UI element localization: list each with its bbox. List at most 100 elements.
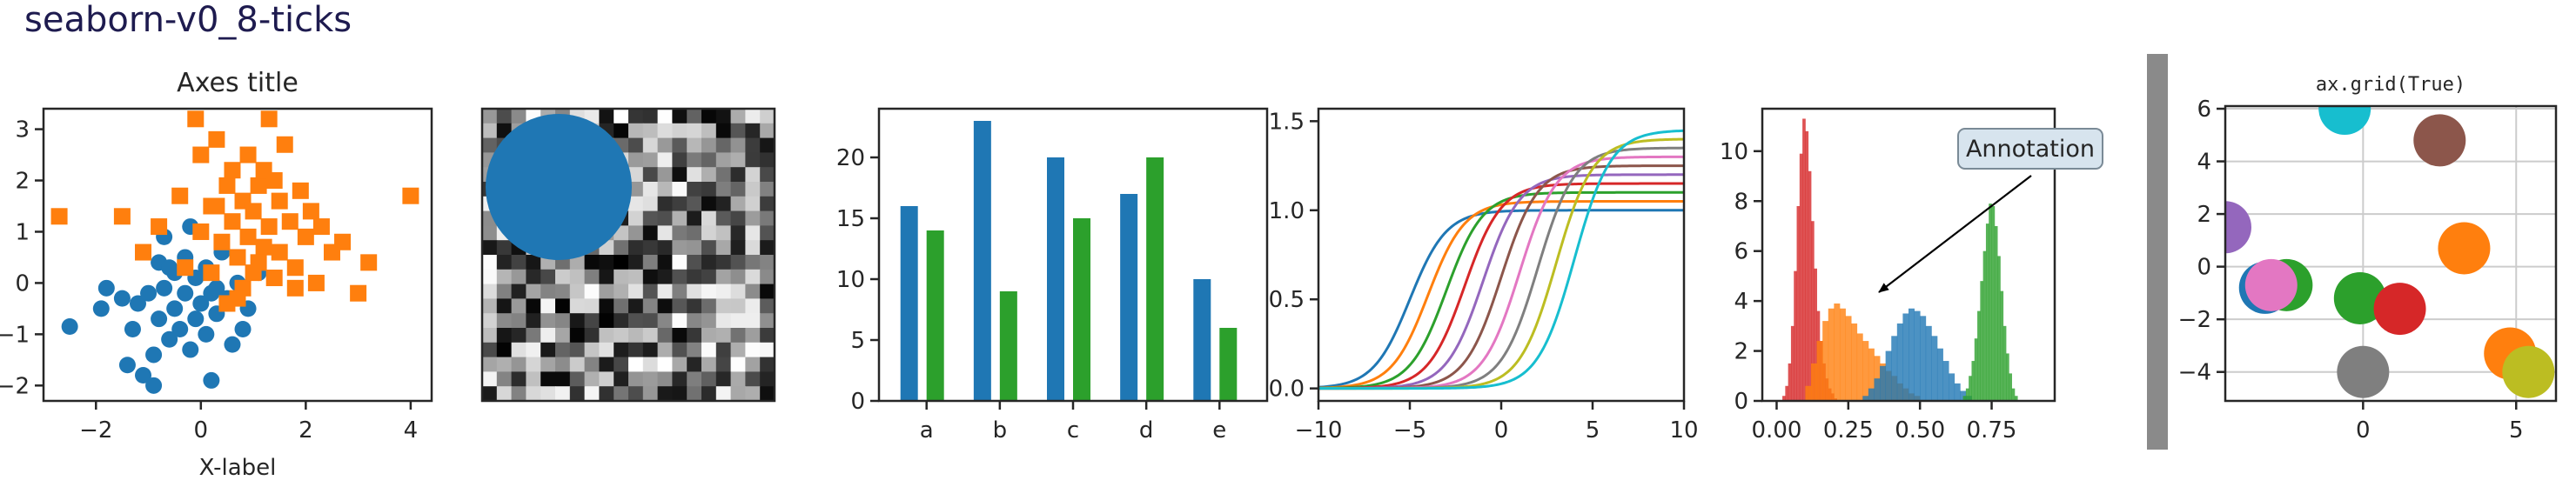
image-cell [760,357,775,372]
image-cell [701,284,717,299]
image-cell [511,386,527,401]
image-cell [745,255,761,270]
image-cell [730,167,746,183]
histogram-bin [1994,225,1998,401]
image-cell [482,298,498,314]
image-cell [642,182,659,197]
scatter-point-square [255,238,272,256]
scatter-point-square [312,218,330,236]
histogram-bin [1868,348,1875,401]
image-cell [745,109,761,124]
scatter-point-circle [161,259,178,277]
image-cell [657,152,673,168]
image-cell [687,284,702,299]
p3-y-tick-label: 15 [836,206,865,232]
image-cell [628,255,644,270]
histogram-bin [1816,341,1823,401]
p6-y-tick-label: −4 [2178,360,2211,386]
scatter-point-circle [151,310,168,328]
image-cell [496,342,513,358]
image-cell [628,109,644,124]
image-cell [672,328,688,344]
scatter-point-square [265,172,283,190]
p5-x-tick-label: 0.75 [1967,417,2017,444]
image-cell [672,109,688,124]
image-cell [715,298,732,314]
scatter-point-square [218,177,236,194]
image-cell [569,298,586,314]
histogram-bin [1834,304,1841,401]
image-cell [511,284,527,299]
image-cell [511,313,527,329]
image-cell [628,313,644,329]
image-cell [642,313,659,329]
image-cell [715,328,732,344]
histogram-bin [1799,153,1803,401]
image-cell [540,328,556,344]
scatter-point-circle [203,371,220,389]
image-cell [642,371,659,387]
image-cell [614,371,629,387]
image-cell [599,109,614,124]
image-cell [540,284,556,299]
axes-frame [1317,107,1686,403]
scatter-point-square [334,233,352,250]
image-cell [672,240,688,256]
scatter-point-square [271,192,288,210]
image-cell [496,284,513,299]
histogram-bin [1828,308,1835,401]
p6-x-tick-label: 5 [2509,417,2524,444]
image-cell [745,298,761,314]
image-cell [555,284,571,299]
histogram-bin [1805,385,1812,401]
axes-frame [42,107,433,403]
image-cell [511,255,527,270]
image-cell [642,255,659,270]
scatter-point-circle [161,330,178,348]
image-cell [745,123,761,139]
image-cell [496,313,513,329]
scatter-point-square [286,259,304,277]
image-cell [687,123,702,139]
bar [1193,279,1211,401]
image-cell [672,342,688,358]
image-cell [569,255,586,270]
scatter-point-circle [166,300,184,317]
scatter-point-circle [208,279,225,297]
histogram-bin [2011,388,2016,401]
histogram-bin [2009,373,2012,401]
scatter-point-square [286,279,304,297]
sigmoid-line [1318,137,1685,390]
histogram-bin [1902,313,1909,401]
image-cell [614,255,629,270]
histogram-bin [1909,308,1915,401]
image-cell [657,240,673,256]
image-cell [745,167,761,183]
image-cell [760,109,775,124]
image-cell [657,357,673,372]
image-cell [760,225,775,241]
image-cell [569,284,586,299]
image-cell [687,225,702,241]
image-cell [555,328,571,344]
image-cell [482,269,498,285]
image-cell [569,386,586,401]
annotation-text: Annotation [1966,136,2095,163]
image-cell [642,328,659,344]
image-cell [642,284,659,299]
p1-y-tick-label: 0 [15,270,30,297]
image-cell [760,371,775,387]
image-cell [628,210,644,226]
image-cell [730,386,746,401]
p1-y-tick-label: 2 [15,169,30,195]
image-cell [701,225,717,241]
p3-y-tick-label: 20 [836,145,865,171]
image-cell [511,357,527,372]
histogram-bin [1914,310,1921,401]
image-cell [701,123,717,139]
image-cell [715,240,732,256]
image-cell [569,328,586,344]
image-cell [760,137,775,153]
image-cell [730,371,746,387]
image-cell [701,386,717,401]
